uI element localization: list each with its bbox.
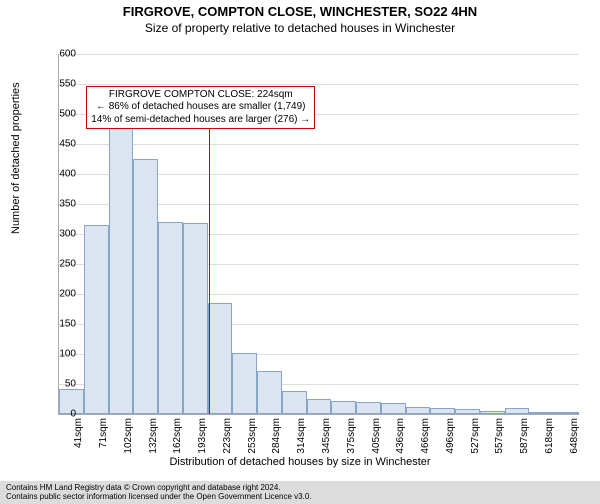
- histogram-bar: [381, 403, 406, 414]
- histogram-bar: [430, 408, 455, 414]
- histogram-bar: [208, 303, 233, 414]
- histogram-bar: [257, 371, 282, 414]
- histogram-bar: [84, 225, 109, 414]
- footer-line-2: Contains public sector information licen…: [6, 492, 594, 502]
- x-tick-label: 132sqm: [148, 418, 159, 454]
- y-tick-label: 550: [36, 79, 76, 90]
- histogram-bar: [554, 412, 579, 414]
- x-tick-label: 253sqm: [247, 418, 258, 454]
- annotation-line: 14% of semi-detached houses are larger (…: [91, 114, 310, 127]
- histogram-bar: [455, 409, 480, 414]
- histogram-bar: [183, 223, 208, 414]
- x-tick-label: 223sqm: [222, 418, 233, 454]
- x-tick-label: 193sqm: [197, 418, 208, 454]
- x-tick-label: 162sqm: [172, 418, 183, 454]
- x-tick-label: 466sqm: [420, 418, 431, 454]
- y-tick-label: 200: [36, 289, 76, 300]
- histogram-bar: [529, 412, 554, 414]
- y-tick-label: 600: [36, 49, 76, 60]
- x-tick-label: 618sqm: [544, 418, 555, 454]
- y-tick-label: 0: [36, 409, 76, 420]
- histogram-bar: [505, 408, 530, 414]
- x-tick-label: 405sqm: [371, 418, 382, 454]
- footer-line-1: Contains HM Land Registry data © Crown c…: [6, 483, 594, 493]
- y-tick-label: 300: [36, 229, 76, 240]
- annotation-box: FIRGROVE COMPTON CLOSE: 224sqm← 86% of d…: [86, 86, 315, 130]
- histogram-bar: [331, 401, 356, 414]
- x-tick-label: 71sqm: [98, 418, 109, 448]
- x-tick-label: 314sqm: [296, 418, 307, 454]
- x-tick-label: 41sqm: [73, 418, 84, 448]
- grid-line: [59, 54, 579, 55]
- y-tick-label: 150: [36, 319, 76, 330]
- y-tick-label: 250: [36, 259, 76, 270]
- footer: Contains HM Land Registry data © Crown c…: [0, 481, 600, 504]
- grid-line: [59, 144, 579, 145]
- x-tick-label: 345sqm: [321, 418, 332, 454]
- histogram-bar: [158, 222, 183, 414]
- x-tick-label: 587sqm: [519, 418, 530, 454]
- chart-title: FIRGROVE, COMPTON CLOSE, WINCHESTER, SO2…: [0, 4, 600, 19]
- histogram-bar: [282, 391, 307, 414]
- y-tick-label: 100: [36, 349, 76, 360]
- histogram-bar: [307, 399, 332, 414]
- annotation-line: ← 86% of detached houses are smaller (1,…: [91, 101, 310, 114]
- y-axis-label: Number of detached properties: [10, 82, 22, 234]
- histogram-bar: [232, 353, 257, 414]
- x-tick-label: 102sqm: [123, 418, 134, 454]
- y-tick-label: 50: [36, 379, 76, 390]
- x-tick-label: 648sqm: [569, 418, 580, 454]
- chart-subtitle: Size of property relative to detached ho…: [0, 21, 600, 35]
- x-tick-label: 496sqm: [445, 418, 456, 454]
- histogram-bar: [133, 159, 158, 414]
- annotation-line: FIRGROVE COMPTON CLOSE: 224sqm: [91, 89, 310, 102]
- y-tick-label: 350: [36, 199, 76, 210]
- x-tick-label: 284sqm: [271, 418, 282, 454]
- x-tick-label: 375sqm: [346, 418, 357, 454]
- y-tick-label: 500: [36, 109, 76, 120]
- x-tick-label: 436sqm: [395, 418, 406, 454]
- histogram-bar: [109, 126, 134, 414]
- x-tick-label: 527sqm: [470, 418, 481, 454]
- y-tick-label: 400: [36, 169, 76, 180]
- histogram-bar: [480, 411, 505, 414]
- chart-plot-area: FIRGROVE COMPTON CLOSE: 224sqm← 86% of d…: [58, 54, 579, 415]
- reference-marker-line: [209, 108, 210, 414]
- histogram-bar: [406, 407, 431, 414]
- histogram-bar: [356, 402, 381, 414]
- x-axis-label: Distribution of detached houses by size …: [0, 456, 600, 468]
- x-tick-label: 557sqm: [494, 418, 505, 454]
- y-tick-label: 450: [36, 139, 76, 150]
